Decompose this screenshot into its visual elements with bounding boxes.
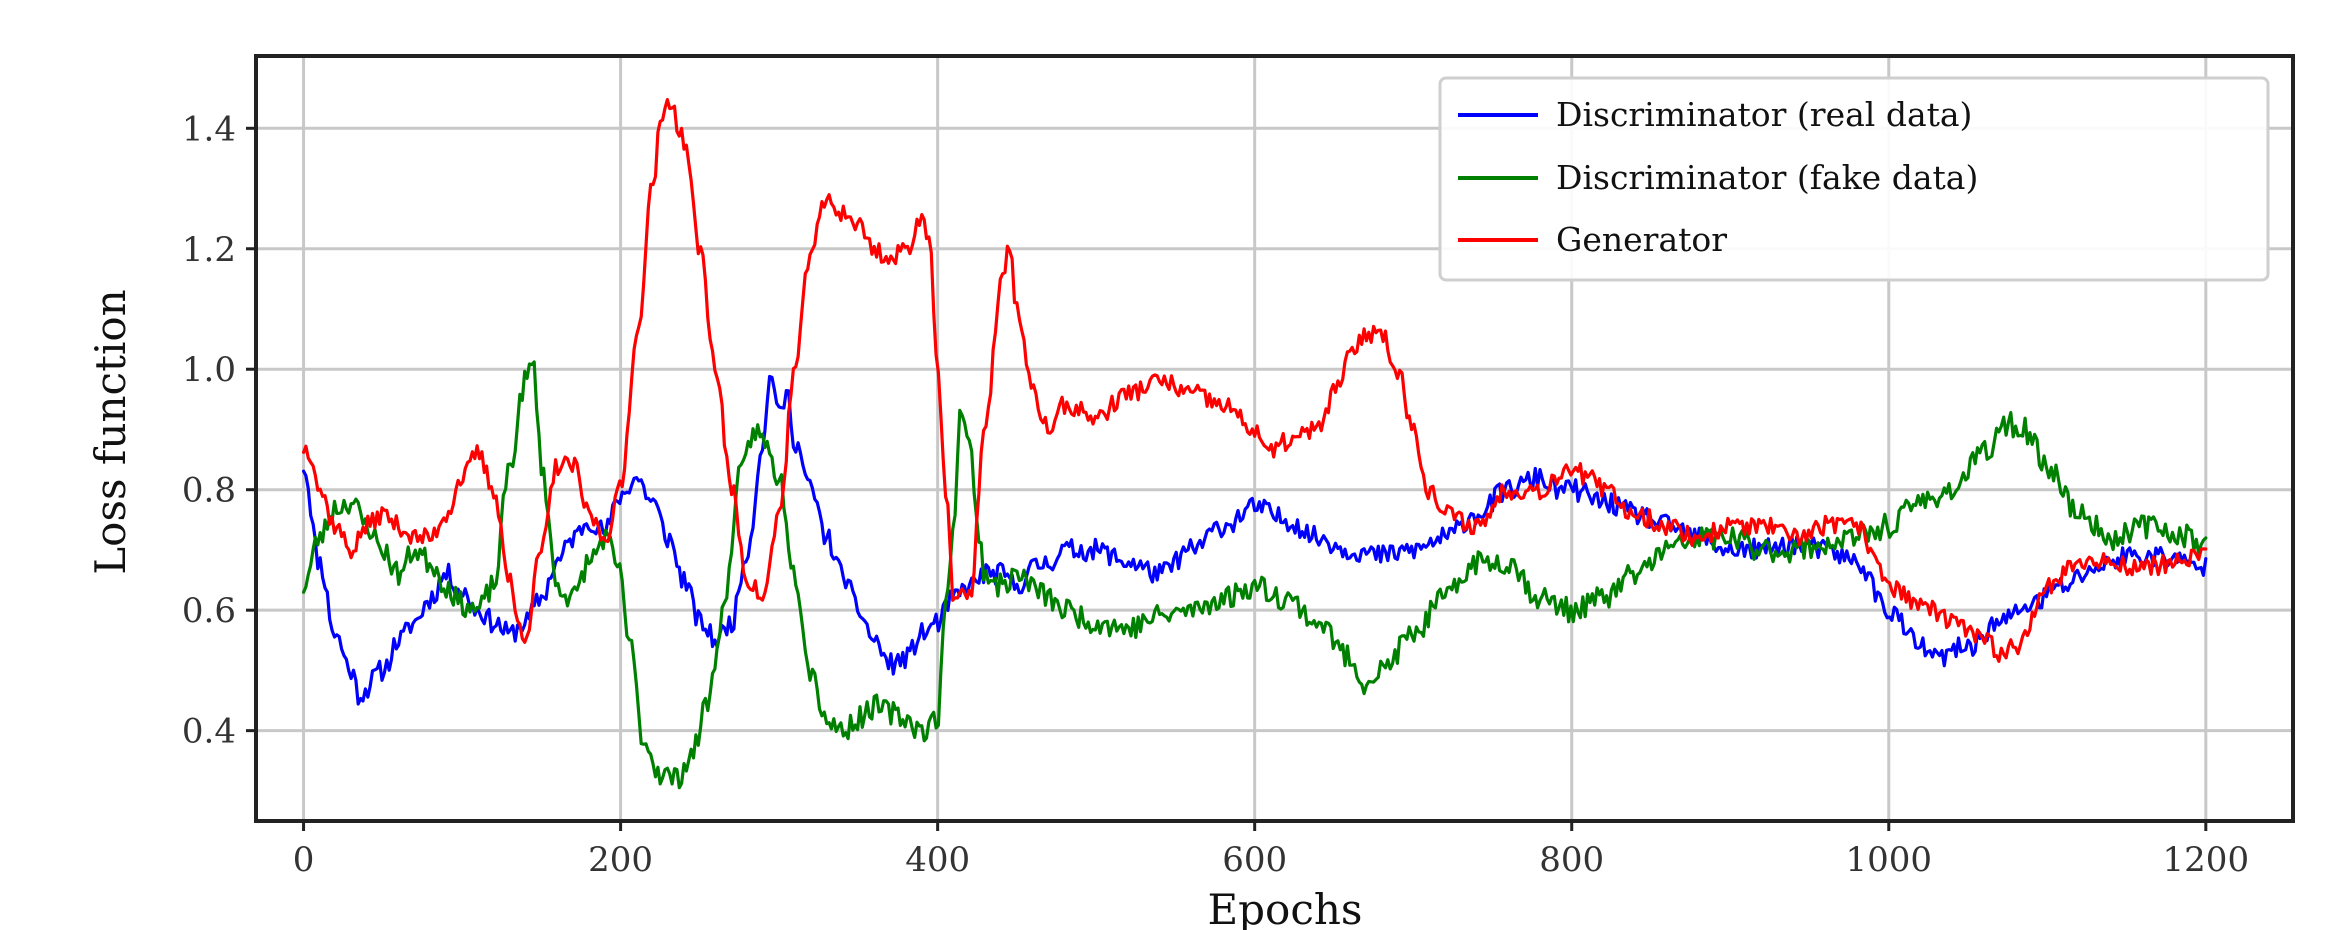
x-tick-label: 200 (588, 840, 653, 880)
y-tick-label: 0.8 (182, 471, 236, 511)
y-tick-label: 1.0 (182, 350, 236, 390)
series-line-2 (302, 97, 2208, 664)
plot-frame (254, 54, 2295, 823)
x-tick-label: 0 (293, 840, 315, 880)
x-axis-label: Epochs (1208, 885, 1363, 930)
legend: Discriminator (real data) Discriminator … (1438, 76, 2270, 282)
ticks: 0 200 400 600 800 1000 1200 0.4 0.6 0.8 1.0 1.2 1.4 (182, 109, 2249, 880)
x-tick-label: 800 (1539, 840, 1604, 880)
legend-box (1438, 76, 2270, 282)
y-tick-label: 1.2 (182, 230, 236, 270)
legend-label-fake: Discriminator (fake data) (1556, 158, 1978, 197)
series-layer (302, 97, 2208, 790)
x-tick-label: 1000 (1846, 840, 1933, 880)
y-tick-label: 0.6 (182, 591, 236, 631)
legend-label-real: Discriminator (real data) (1556, 95, 1972, 134)
series-line-1 (302, 360, 2208, 790)
y-tick-label: 1.4 (182, 109, 236, 149)
y-tick-label: 0.4 (182, 712, 236, 752)
x-tick-label: 600 (1222, 840, 1287, 880)
legend-label-generator: Generator (1556, 220, 1727, 259)
x-tick-label: 1200 (2163, 840, 2250, 880)
series-line-0 (302, 374, 2208, 706)
y-axis-label: Loss function (86, 289, 135, 574)
x-tick-label: 400 (905, 840, 970, 880)
